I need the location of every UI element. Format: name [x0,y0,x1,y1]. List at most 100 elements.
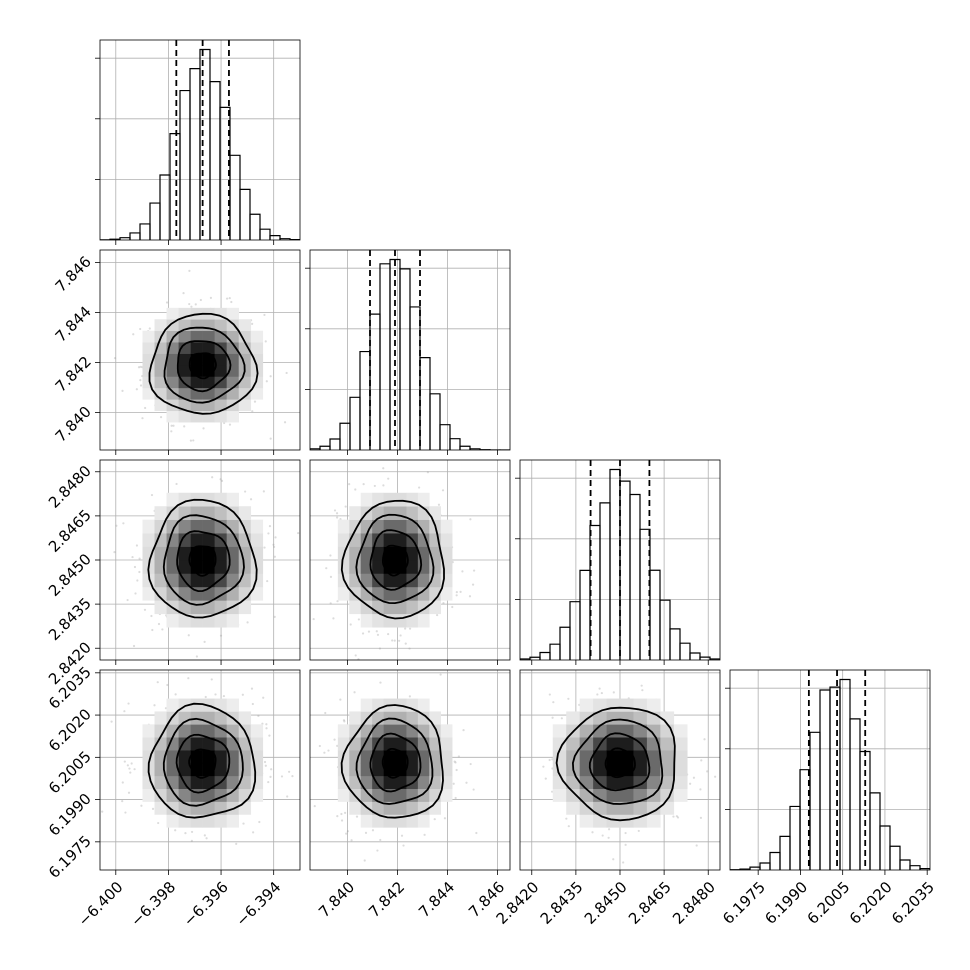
sample-point [225,297,229,300]
density-cell [154,724,167,738]
histogram-bin [789,805,801,870]
histogram-bin [449,438,461,450]
density-cell [214,711,227,725]
sample-point [345,832,348,835]
density-cell [406,600,419,615]
sample-point [567,825,570,828]
density-cell [238,319,252,332]
x-tick-label: 2.8480 [669,878,719,928]
sample-point [219,478,222,481]
density-cell [660,711,675,725]
histogram-bin [129,232,141,240]
density-cell [178,319,191,332]
sample-point [222,694,226,698]
density-cell [383,519,396,534]
density-panel [309,459,511,665]
density-cell [202,724,215,738]
density-cell [417,573,430,588]
sample-point [346,830,349,833]
x-tick-label: −6.396 [180,878,232,930]
sample-point [349,623,352,626]
density-cell [238,353,252,366]
density-cell [660,737,675,751]
sample-point [398,639,401,642]
sample-point [443,817,447,820]
density-cell [349,711,362,725]
sample-point [113,357,117,360]
sample-point [288,770,291,773]
contour-line [340,704,444,819]
density-cell [166,376,179,389]
sample-point [455,591,458,594]
contour-line [555,706,676,822]
density-cell [214,613,227,628]
histogram-bin [149,202,161,240]
density-cell [166,560,179,574]
sample-point [128,767,131,770]
sample-point [340,819,344,822]
histogram-bin [569,601,581,660]
sample-point [141,417,144,420]
sample-point [607,828,611,831]
density-cell [337,788,350,802]
sample-point [472,569,476,572]
x-tick-label: 7.840 [315,878,358,921]
density-cell [552,724,567,738]
sample-point [329,575,333,578]
contour-line [604,747,636,779]
density-cell [178,307,191,320]
density-cell [202,750,215,764]
sample-point [258,820,261,824]
sample-point [552,701,555,704]
density-cell [406,586,419,601]
density-cell [440,737,453,751]
density-cell [395,573,407,588]
histogram-bin [319,445,331,450]
density-cell [429,775,442,790]
density-cell [372,801,384,815]
sample-point [393,639,396,642]
density-cell [166,573,179,588]
density-cell [372,613,384,628]
sample-point [121,781,124,784]
sample-point [133,768,136,771]
histogram-bin [909,865,921,870]
sample-point [472,788,475,791]
density-cell [417,506,430,520]
sample-point [210,678,213,681]
sample-point [607,836,610,839]
sample-point [285,371,288,375]
density-cell [250,737,264,751]
density-cell [395,737,407,751]
sample-point [190,830,194,834]
sample-point [110,720,113,723]
density-cell [440,546,453,561]
density-cell [360,724,373,738]
density-cell [214,387,227,400]
sample-point [139,365,142,368]
sample-point [164,707,168,710]
sample-point [263,760,267,764]
sample-point [138,570,141,574]
density-cell [250,586,264,601]
sample-point [324,711,327,715]
density-cell [606,801,621,815]
x-tick-label: −6.400 [75,878,127,930]
sample-point [139,327,142,331]
density-cell [673,750,688,764]
sample-point [274,536,277,539]
density-cell [429,801,442,815]
sample-point [598,687,601,690]
density-cell [579,698,594,712]
density-cell [417,492,430,507]
density-cell [646,801,661,815]
density-cell [250,342,264,354]
sample-point [246,621,249,624]
sample-point [465,781,468,784]
sample-point [692,776,696,779]
sample-point [251,410,254,413]
density-cell [360,762,373,777]
sample-point [170,430,173,433]
density-cell [372,560,384,574]
density-cell [178,376,191,389]
